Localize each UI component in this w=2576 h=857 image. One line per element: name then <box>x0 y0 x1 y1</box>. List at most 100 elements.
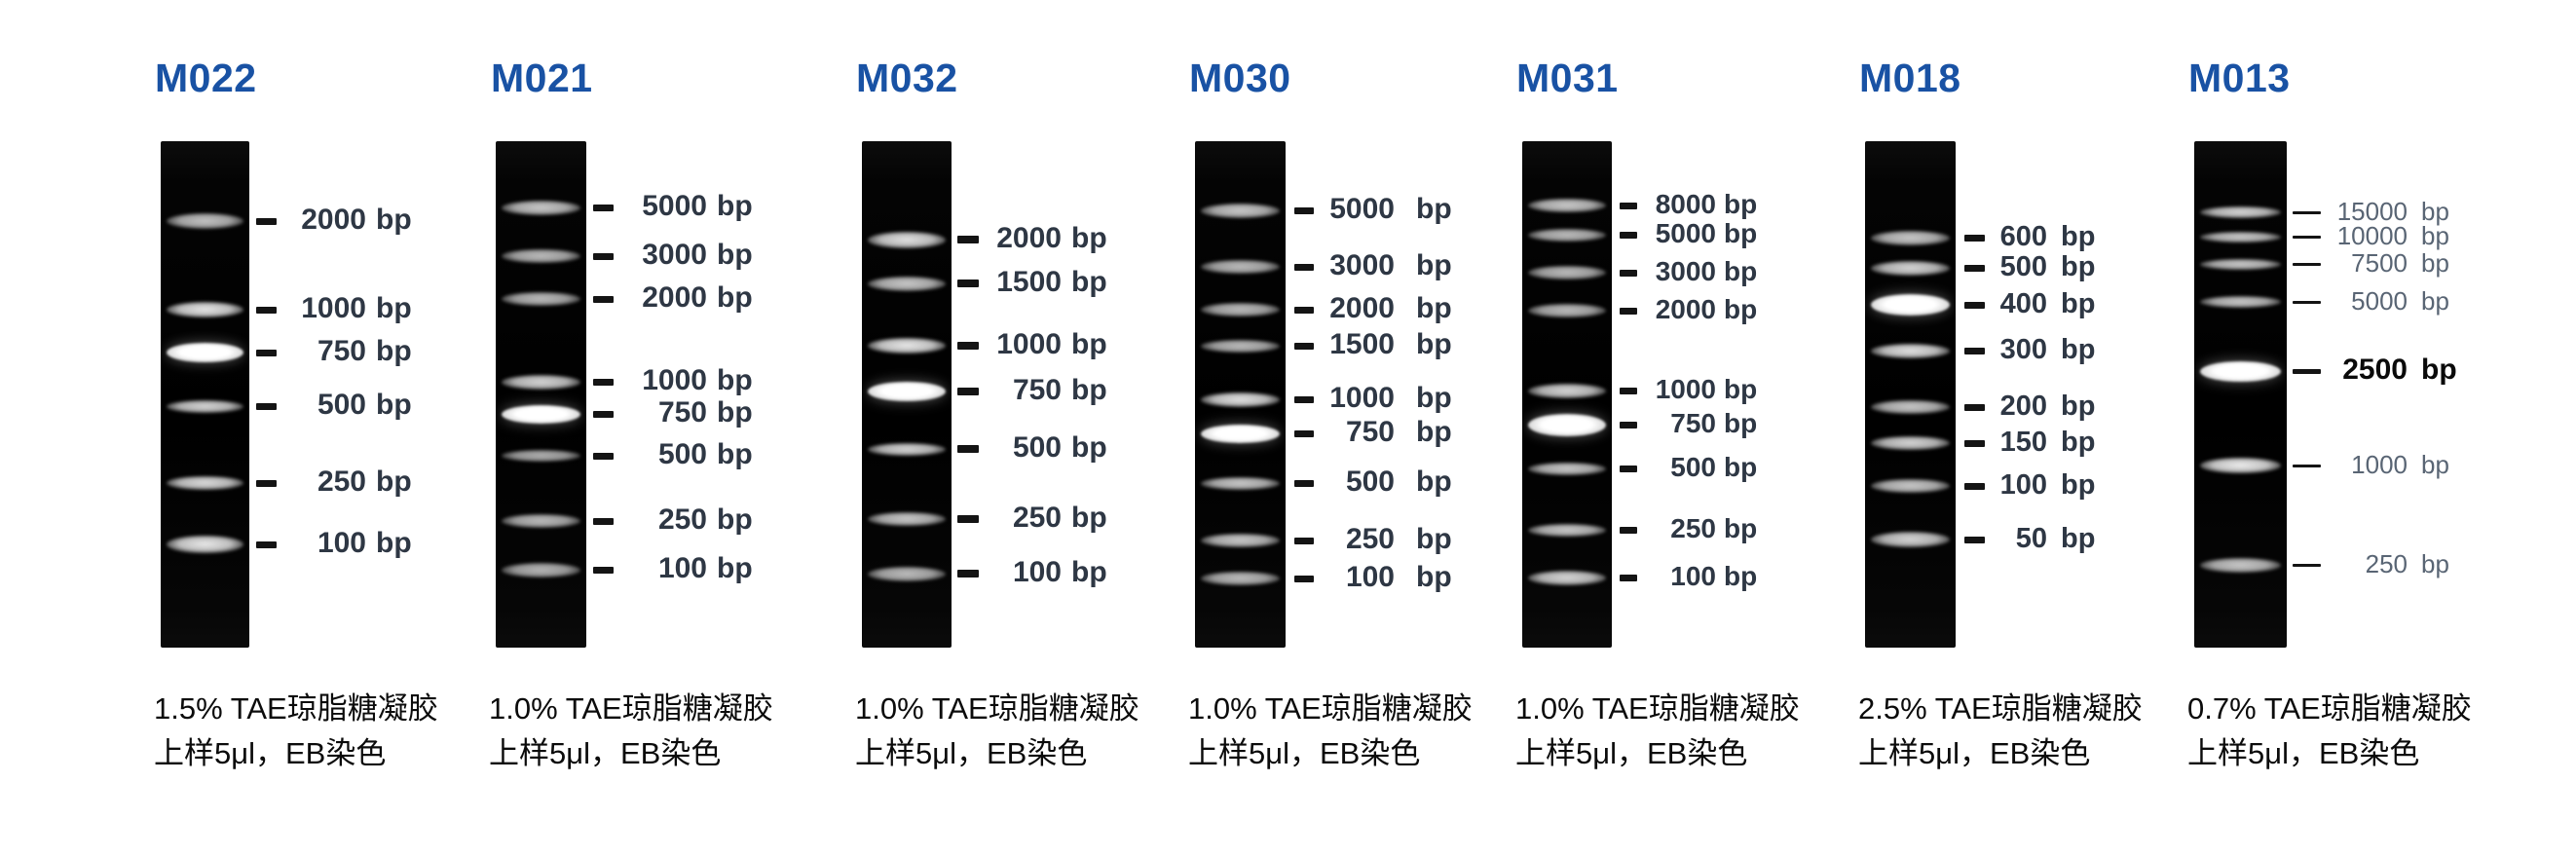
band-size-number: 1000 <box>2351 450 2408 480</box>
band-size-unit: bp <box>717 239 753 272</box>
band-size-unit: bp <box>2061 333 2096 365</box>
band-size-unit: bp <box>2061 220 2096 252</box>
band-size-number: 100 <box>317 527 366 560</box>
band-size-label-M030-2000bp: 2000 bp <box>1317 292 1452 325</box>
band-size-unit: bp <box>376 466 412 499</box>
tick-mark-M022-250bp <box>256 479 277 487</box>
band-size-unit: bp <box>1724 374 1758 405</box>
dna-band-M030-500bp <box>1201 476 1280 490</box>
dna-band-M030-2000bp <box>1201 303 1280 317</box>
tick-mark-M030-5000bp <box>1294 206 1314 214</box>
dna-band-M022-1000bp <box>167 302 243 317</box>
tick-mark-M030-100bp <box>1294 575 1314 582</box>
tick-mark-M018-600bp <box>1964 234 1985 242</box>
gel-caption-line2-M031: 上样5μl，EB染色 <box>1515 736 1748 770</box>
band-size-number: 100 <box>1999 468 2047 501</box>
band-size-unit: bp <box>1416 292 1452 325</box>
band-size-unit: bp <box>1416 382 1452 415</box>
band-size-number: 250 <box>657 503 707 537</box>
band-size-label-M018-200bp: 200 bp <box>1989 391 2096 421</box>
band-size-number: 500 <box>1999 250 2047 282</box>
band-size-number: 1000 <box>1329 382 1395 415</box>
lane-title-M018: M018 <box>1859 56 1961 100</box>
band-size-label-M032-1500bp: 1500 bp <box>984 266 1107 299</box>
band-size-label-M021-100bp: 100 bp <box>629 554 753 583</box>
dna-band-M030-1000bp <box>1201 391 1280 407</box>
band-size-number: 1500 <box>1329 328 1395 361</box>
band-size-label-M032-500bp: 500 bp <box>984 433 1107 463</box>
band-size-label-M030-750bp: 750 bp <box>1317 418 1452 447</box>
tick-mark-M032-500bp <box>957 445 979 453</box>
dna-band-M022-250bp <box>167 476 243 490</box>
tick-mark-M018-300bp <box>1964 347 1985 354</box>
band-size-number: 250 <box>1670 513 1716 544</box>
lane-title-M021: M021 <box>491 56 593 100</box>
band-size-unit: bp <box>2421 248 2449 279</box>
band-size-label-M021-250bp: 250 bp <box>629 505 753 535</box>
gel-caption-line2-M021: 上样5μl，EB染色 <box>489 736 722 770</box>
dna-band-M018-100bp <box>1871 479 1950 493</box>
band-size-label-M030-500bp: 500 bp <box>1317 467 1452 497</box>
band-size-number: 2500 <box>2342 354 2408 387</box>
band-size-label-M018-150bp: 150 bp <box>1989 428 2096 457</box>
tick-mark-M022-2000bp <box>256 217 277 225</box>
band-size-label-M031-1000bp: 1000 bp <box>1640 374 1758 405</box>
dna-band-M030-3000bp <box>1201 260 1280 274</box>
band-size-label-M030-1500bp: 1500 bp <box>1317 328 1451 361</box>
band-size-number: 5000 <box>1655 218 1716 249</box>
band-size-label-M013-5000bp: 5000 bp <box>2328 288 2449 314</box>
tick-mark-M031-2000bp <box>1620 307 1637 315</box>
lane-title-M022: M022 <box>155 56 257 100</box>
band-size-label-M032-750bp: 750 bp <box>984 376 1107 405</box>
band-size-number: 500 <box>1670 452 1716 483</box>
band-size-unit: bp <box>1071 222 1107 255</box>
lane-title-M032: M032 <box>856 56 958 100</box>
gel-image-M022 <box>161 141 249 648</box>
band-size-unit: bp <box>1724 189 1758 220</box>
gel-image-M018 <box>1865 141 1956 648</box>
dna-band-M030-100bp <box>1201 572 1280 585</box>
band-size-number: 5000 <box>2351 286 2408 317</box>
band-size-unit: bp <box>376 527 412 560</box>
band-size-number: 500 <box>317 389 366 422</box>
band-size-number: 100 <box>1012 556 1062 589</box>
dna-band-M018-600bp <box>1871 230 1950 245</box>
dna-band-M032-500bp <box>868 442 946 456</box>
band-size-label-M030-3000bp: 3000 bp <box>1317 251 1451 280</box>
band-size-label-M032-2000bp: 2000 bp <box>984 222 1107 255</box>
band-size-number: 50 <box>2015 522 2047 554</box>
dna-band-M018-50bp <box>1871 532 1950 547</box>
lane-title-M013: M013 <box>2188 56 2291 100</box>
band-size-number: 500 <box>1012 431 1062 465</box>
band-size-label-M018-300bp: 300 bp <box>1989 333 2096 365</box>
band-size-unit: bp <box>1071 374 1107 407</box>
gel-image-M031 <box>1522 141 1612 648</box>
tick-mark-M030-2000bp <box>1294 306 1314 314</box>
dna-band-M031-500bp <box>1528 462 1606 475</box>
band-size-unit: bp <box>2061 250 2096 282</box>
band-size-label-M031-3000bp: 3000 bp <box>1640 256 1758 287</box>
tick-mark-M018-500bp <box>1964 264 1985 272</box>
band-size-unit: bp <box>1724 513 1758 544</box>
band-size-unit: bp <box>717 503 753 537</box>
gel-caption-line2-M030: 上样5μl，EB染色 <box>1188 736 1421 770</box>
band-size-unit: bp <box>1071 266 1107 299</box>
band-size-unit: bp <box>2421 354 2457 387</box>
dna-band-M032-2000bp <box>868 231 946 248</box>
tick-mark-M021-500bp <box>593 452 614 460</box>
band-size-number: 500 <box>657 438 707 471</box>
dna-band-M031-8000bp <box>1528 199 1606 212</box>
dna-band-M021-100bp <box>502 562 580 578</box>
band-size-unit: bp <box>1724 256 1758 287</box>
band-size-unit: bp <box>376 204 412 237</box>
band-size-unit: bp <box>1416 523 1452 556</box>
band-size-unit: bp <box>1071 328 1107 361</box>
dna-band-M013-7500bp <box>2200 258 2281 270</box>
dna-band-M018-300bp <box>1871 343 1950 358</box>
dna-band-M021-1000bp <box>502 374 580 390</box>
band-size-unit: bp <box>2061 468 2096 501</box>
band-size-number: 2000 <box>301 204 366 237</box>
band-size-label-M032-1000bp: 1000 bp <box>984 328 1107 361</box>
tick-mark-M022-1000bp <box>256 306 277 314</box>
band-size-unit: bp <box>717 552 753 585</box>
